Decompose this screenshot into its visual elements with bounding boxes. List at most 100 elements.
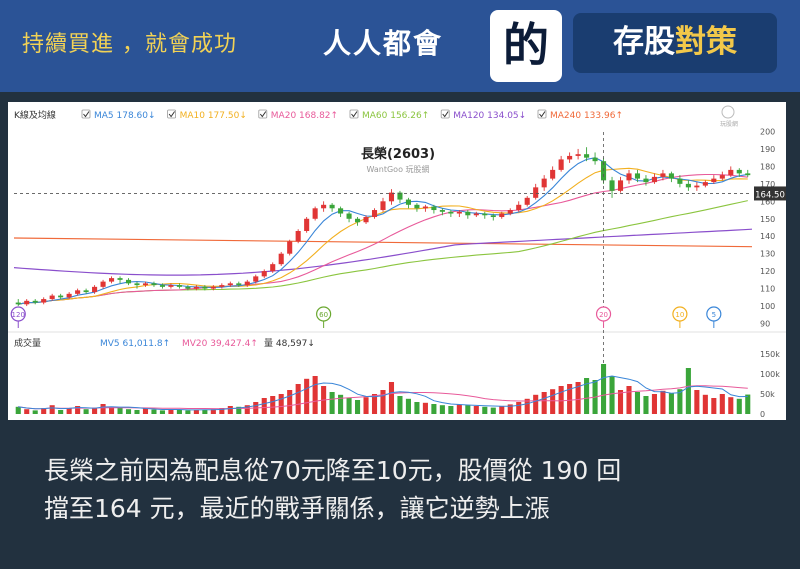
period-marker-label: 120 bbox=[12, 311, 25, 319]
candle bbox=[668, 173, 674, 179]
volume-bar bbox=[151, 409, 157, 414]
candle bbox=[227, 283, 233, 286]
volume-bar bbox=[202, 410, 208, 414]
ma10-line bbox=[18, 167, 748, 305]
volume-bar bbox=[634, 392, 641, 414]
candle bbox=[422, 206, 428, 209]
candle bbox=[380, 201, 386, 211]
ma-legend-ma120: MA120 134.05↓ bbox=[453, 111, 526, 121]
volume-bar bbox=[380, 390, 386, 414]
ma-legend-ma5: MA5 178.60↓ bbox=[94, 111, 156, 121]
candle bbox=[363, 217, 369, 223]
explanation-text: 長榮之前因為配息從70元降至10元，股價從 190 回 擋至164 元，最近的戰… bbox=[44, 452, 784, 528]
header-strategy-box: 存股對策 bbox=[573, 13, 777, 73]
volume-bar bbox=[626, 386, 632, 414]
price-tick-label: 90 bbox=[760, 320, 770, 329]
chart-title: 長榮(2603) bbox=[361, 146, 435, 162]
candle bbox=[329, 204, 335, 209]
candle bbox=[473, 213, 479, 216]
volume-bar bbox=[109, 406, 115, 414]
candle bbox=[592, 157, 598, 162]
current-price-label: 164.50 bbox=[755, 190, 785, 200]
header-banner: 持續買進 ，就會成功 人人都會 的 存股對策 bbox=[0, 0, 800, 92]
candle bbox=[41, 299, 47, 303]
period-marker-label: 5 bbox=[712, 311, 716, 319]
candle bbox=[507, 210, 513, 214]
volume-tick-label: 100k bbox=[760, 370, 780, 379]
volume-bar bbox=[270, 396, 276, 414]
price-tick-label: 200 bbox=[760, 127, 775, 136]
candle bbox=[634, 173, 641, 179]
candle bbox=[321, 204, 327, 209]
period-marker-label: 60 bbox=[319, 311, 328, 319]
candle bbox=[24, 300, 30, 305]
candle bbox=[49, 295, 55, 300]
candle bbox=[626, 173, 632, 181]
volume-bar bbox=[668, 393, 674, 414]
price-tick-label: 130 bbox=[760, 250, 775, 259]
ma20-line bbox=[18, 173, 748, 305]
candle bbox=[176, 285, 182, 287]
volume-bar bbox=[745, 394, 751, 414]
candle bbox=[371, 210, 378, 218]
candle bbox=[193, 286, 199, 289]
candle bbox=[355, 218, 361, 223]
ma120-line bbox=[13, 228, 753, 276]
candle bbox=[490, 215, 496, 218]
candle bbox=[219, 285, 225, 287]
candle bbox=[651, 176, 657, 183]
volume-bar bbox=[117, 408, 123, 414]
candle bbox=[694, 185, 700, 188]
volume-bar bbox=[236, 406, 242, 414]
price-tick-label: 170 bbox=[760, 180, 775, 189]
volume-bar bbox=[431, 404, 437, 414]
volume-bar bbox=[507, 404, 513, 414]
candle bbox=[159, 285, 165, 287]
volume-bar bbox=[355, 400, 361, 414]
volume-bar bbox=[465, 405, 471, 414]
ma-legend-checkbox bbox=[440, 109, 450, 119]
candle bbox=[185, 286, 191, 289]
candle bbox=[100, 281, 106, 287]
period-marker-label: 20 bbox=[599, 311, 608, 319]
volume-bar bbox=[524, 398, 530, 414]
ma-legend-ma60: MA60 156.26↑ bbox=[362, 111, 429, 121]
volume-bar bbox=[24, 409, 30, 414]
candle bbox=[397, 192, 403, 200]
candle bbox=[609, 180, 615, 191]
candle bbox=[736, 169, 742, 174]
volume-bar bbox=[448, 406, 454, 414]
check-icon bbox=[83, 111, 90, 118]
candle bbox=[677, 178, 683, 184]
price-panel-label: K線及均線 bbox=[14, 109, 56, 121]
volume-bar bbox=[329, 392, 335, 414]
explanation-line-2: 擋至164 元，最近的戰爭關係，讓它逆勢上漲 bbox=[44, 494, 550, 523]
volume-bar bbox=[575, 382, 581, 414]
candle bbox=[83, 290, 89, 293]
candle bbox=[499, 213, 505, 218]
volume-bar bbox=[567, 384, 573, 414]
ma-legend-checkbox bbox=[349, 109, 359, 119]
volume-bar bbox=[168, 409, 174, 414]
candle bbox=[414, 204, 420, 209]
candle bbox=[236, 283, 242, 286]
volume-legend-item: MV5 61,011.8↑ bbox=[100, 339, 170, 349]
volume-bar bbox=[719, 394, 725, 414]
candle bbox=[244, 281, 250, 286]
volume-bar bbox=[660, 390, 666, 414]
candle bbox=[685, 183, 691, 188]
candle bbox=[711, 178, 717, 183]
check-icon bbox=[351, 111, 358, 118]
candle bbox=[482, 213, 488, 216]
volume-bar bbox=[388, 382, 395, 414]
header-tagline: 持續買進 ，就會成功 bbox=[22, 32, 237, 57]
price-tick-label: 120 bbox=[760, 267, 775, 276]
volume-bar bbox=[41, 408, 47, 414]
volume-legend-item: MV20 39,427.4↑ bbox=[182, 339, 258, 349]
volume-bar bbox=[685, 368, 691, 414]
price-tick-label: 150 bbox=[760, 215, 775, 224]
volume-bar bbox=[397, 396, 403, 414]
check-icon bbox=[259, 111, 267, 118]
price-tick-label: 100 bbox=[760, 302, 775, 311]
volume-bar bbox=[49, 405, 55, 414]
